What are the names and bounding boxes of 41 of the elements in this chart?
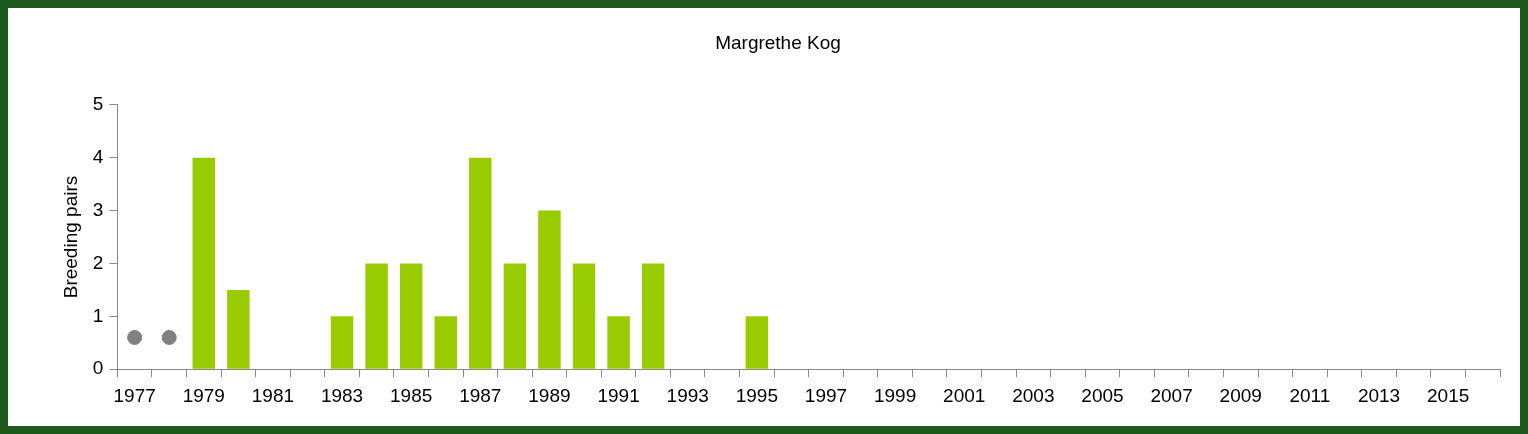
bar xyxy=(641,263,665,369)
y-tick-label: 3 xyxy=(92,198,104,220)
x-tick-label: 1993 xyxy=(666,384,709,406)
x-tick-label: 1995 xyxy=(735,384,778,406)
bar xyxy=(503,263,527,369)
x-tick-label: 2013 xyxy=(1357,384,1401,406)
x-tick-label: 1983 xyxy=(320,384,364,406)
x-tick-label: 2015 xyxy=(1427,384,1470,406)
x-tick-label: 1977 xyxy=(113,384,156,406)
x-tick-label: 1985 xyxy=(390,384,433,406)
bar xyxy=(745,316,769,369)
x-tick-label: 2001 xyxy=(943,384,986,406)
bar xyxy=(434,316,457,369)
x-tick-label: 1979 xyxy=(182,384,225,406)
y-tick-label: 2 xyxy=(92,251,104,273)
bar xyxy=(330,316,354,369)
x-tick-label: 1997 xyxy=(804,384,848,406)
bar xyxy=(607,316,630,369)
bar xyxy=(572,263,596,369)
x-tick-label: 2007 xyxy=(1150,384,1193,406)
x-tick-label: 1991 xyxy=(597,384,640,406)
bar xyxy=(227,289,250,369)
y-tick-label: 4 xyxy=(92,145,104,167)
bar xyxy=(365,263,388,369)
x-tick-label: 2005 xyxy=(1081,384,1124,406)
bar xyxy=(538,210,561,369)
x-tick-label: 1999 xyxy=(873,384,917,406)
x-tick-label: 1987 xyxy=(459,384,502,406)
x-tick-label: 1981 xyxy=(251,384,295,406)
y-axis-title: Breeding pairs xyxy=(59,175,81,299)
chart-title: Margrethe Kog xyxy=(715,31,841,53)
bar xyxy=(469,157,492,369)
bar xyxy=(399,263,423,369)
x-tick-label: 2011 xyxy=(1289,384,1331,406)
x-tick-label: 1989 xyxy=(528,384,571,406)
x-tick-label: 2003 xyxy=(1012,384,1055,406)
x-tick-label: 2009 xyxy=(1219,384,1262,406)
y-tick-label: 5 xyxy=(92,93,104,115)
y-tick-label: 1 xyxy=(92,304,104,326)
bar xyxy=(192,157,216,369)
y-tick-label: 0 xyxy=(92,357,104,379)
